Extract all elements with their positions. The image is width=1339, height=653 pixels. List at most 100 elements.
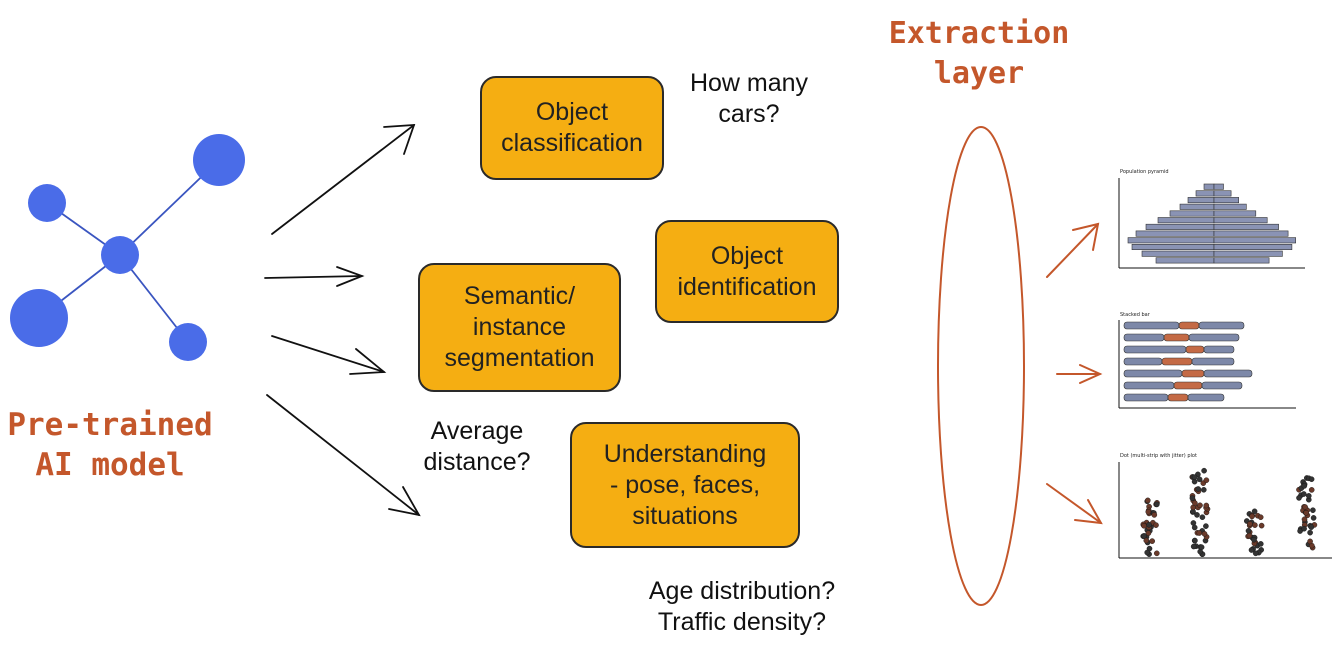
dot-point: [1145, 497, 1151, 504]
dot-point: [1149, 538, 1155, 544]
dot-point: [1191, 474, 1198, 481]
dot-point: [1245, 528, 1252, 534]
dot-point: [1247, 521, 1253, 527]
dot-mini-title: Dot (multi-strip with jitter) plot: [1120, 453, 1197, 459]
pyramid-bar-left: [1135, 230, 1215, 237]
pyramid-bars: [1127, 183, 1296, 264]
network-node: [193, 134, 245, 186]
pyramid-bar-right: [1213, 230, 1289, 237]
network-node: [10, 289, 68, 347]
arrow-to-classification: [271, 124, 416, 235]
dot-point: [1308, 476, 1315, 483]
dot-point: [1197, 502, 1203, 509]
question-age-traffic: Age distribution? Traffic density?: [648, 577, 836, 636]
network-node: [28, 184, 66, 222]
dot-point: [1199, 514, 1206, 521]
dot-point: [1252, 550, 1259, 557]
extraction-label: Extraction layer: [888, 16, 1070, 91]
pyramid-mini-title: Population pyramid: [1120, 169, 1169, 175]
pyramid-bar-right: [1213, 183, 1224, 190]
dot-point: [1143, 537, 1150, 544]
pyramid-bar-left: [1187, 197, 1215, 204]
stacked-bar-segment: [1203, 369, 1253, 378]
dot-point: [1310, 515, 1317, 521]
pyramid-bar-left: [1179, 203, 1215, 210]
model-label: Pre-trained AI model: [7, 407, 213, 483]
dot-point: [1303, 509, 1309, 516]
dot-point: [1302, 504, 1308, 510]
dot-point: [1249, 513, 1255, 520]
dot-point: [1301, 516, 1308, 523]
dot-point: [1151, 512, 1158, 518]
dot-point: [1203, 502, 1210, 509]
stacked-bar-segment: [1163, 333, 1190, 342]
dot-point: [1248, 547, 1255, 553]
network-graph: [10, 134, 245, 361]
arrow-to-identification: [264, 266, 365, 287]
pyramid-bar-right: [1213, 237, 1296, 244]
pyramid-bar-left: [1141, 250, 1215, 257]
stacked-bar-segment: [1173, 381, 1203, 390]
dot-point: [1145, 530, 1152, 537]
pyramid-bar-right: [1213, 257, 1270, 264]
stacked-bar-segment: [1185, 345, 1205, 354]
dot-point: [1203, 477, 1210, 484]
dot-points: [1140, 467, 1318, 558]
dot-mini-chart: Dot (multi-strip with jitter) plot: [1118, 453, 1332, 559]
network-node-center: [101, 236, 139, 274]
stacked-bar-segment: [1198, 321, 1245, 330]
arrow-to-stacked: [1056, 364, 1103, 384]
dot-point: [1296, 495, 1302, 501]
dot-point: [1198, 544, 1205, 551]
pyramid-bar-right: [1213, 210, 1257, 217]
stacked-bar-segment: [1188, 333, 1240, 342]
stacked-bar-segment: [1167, 393, 1189, 402]
extraction-arrows: [1046, 222, 1103, 525]
pyramid-bar-right: [1213, 250, 1283, 257]
pyramid-bar-right: [1213, 223, 1279, 230]
dot-point: [1189, 495, 1196, 501]
dot-point: [1191, 524, 1198, 531]
dot-point: [1201, 531, 1208, 537]
pyramid-bar-left: [1169, 210, 1215, 217]
pyramid-bar-left: [1195, 190, 1215, 197]
stacked-bars: [1123, 321, 1253, 402]
dot-point: [1154, 501, 1160, 508]
stacked-bar-segment: [1203, 345, 1235, 354]
pyramid-bar-left: [1131, 244, 1215, 251]
segmentation-label: Semantic/ instance segmentation: [444, 282, 595, 372]
arrow-to-understanding: [266, 394, 421, 517]
pyramid-bar-left: [1157, 217, 1215, 224]
dot-point: [1195, 486, 1201, 492]
dot-point: [1301, 491, 1307, 497]
dot-point: [1145, 508, 1152, 515]
dot-point: [1196, 530, 1203, 536]
arrow-to-dot: [1046, 483, 1103, 525]
pyramid-bar-right: [1213, 244, 1293, 251]
stacked-mini-chart: Stacked bar: [1118, 312, 1296, 409]
stacked-bar-segment: [1161, 357, 1193, 366]
question-cars: How many cars?: [689, 69, 809, 128]
object-identification-box: Object identification: [655, 220, 839, 323]
dot-point: [1144, 549, 1150, 556]
dot-point: [1252, 522, 1258, 528]
dot-point: [1246, 532, 1253, 539]
question-distance: Average distance?: [423, 417, 531, 476]
stacked-bar-segment: [1123, 321, 1180, 330]
dot-point: [1192, 500, 1198, 506]
dot-point: [1258, 522, 1265, 529]
dot-point: [1203, 523, 1209, 529]
object-identification-label: Object identification: [677, 241, 817, 301]
pyramid-bar-right: [1213, 203, 1247, 210]
arrow-to-pyramid: [1046, 222, 1100, 278]
pyramid-bar-right: [1213, 190, 1232, 197]
stacked-bar-segment: [1178, 321, 1200, 330]
stacked-bar-segment: [1201, 381, 1243, 390]
stacked-bar-segment: [1123, 357, 1163, 366]
pyramid-bar-right: [1213, 197, 1240, 204]
stacked-bar-segment: [1123, 369, 1183, 378]
model-arrows: [264, 124, 421, 517]
dot-point: [1301, 525, 1307, 532]
dot-point: [1257, 514, 1264, 521]
dot-point: [1251, 536, 1257, 543]
